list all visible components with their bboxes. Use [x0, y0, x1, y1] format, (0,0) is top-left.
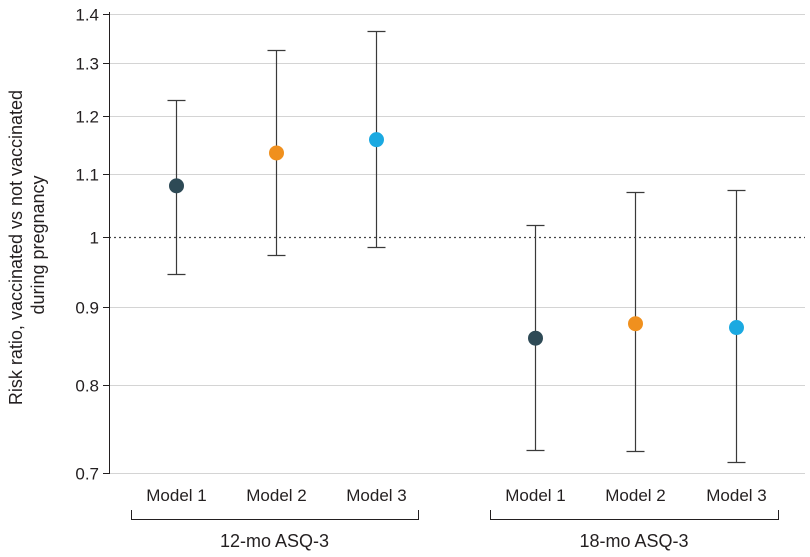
y-axis-title-line-2: during pregnancy: [28, 175, 48, 314]
y-axis-title-line-1: Risk ratio, vaccinated vs not vaccinated: [6, 90, 26, 405]
y-tick-label: 1: [90, 229, 99, 248]
group-brackets: 12-mo ASQ-3 18-mo ASQ-3: [131, 510, 779, 551]
group-label: 12-mo ASQ-3: [220, 531, 329, 551]
x-category-label: Model 2: [246, 486, 306, 505]
point-estimates: [169, 132, 744, 346]
point-estimate: [528, 330, 543, 346]
y-axis-title: Risk ratio, vaccinated vs not vaccinated…: [6, 85, 48, 405]
point-estimate: [628, 316, 643, 332]
x-category-label: Model 2: [605, 486, 665, 505]
confidence-intervals: [167, 30, 746, 464]
y-tick-label: 1.1: [75, 166, 99, 185]
x-category-label: Model 1: [146, 486, 206, 505]
y-tick-label: 1.2: [75, 108, 99, 127]
group-label: 18-mo ASQ-3: [579, 531, 688, 551]
y-tick-label: 1.3: [75, 55, 99, 74]
y-axis: [103, 12, 110, 474]
x-category-label: Model 3: [346, 486, 406, 505]
group-bracket: [490, 510, 779, 520]
point-estimate: [169, 178, 184, 194]
y-tick-label: 0.9: [75, 299, 99, 318]
y-tick-label: 0.7: [75, 465, 99, 484]
y-tick-label: 1.4: [75, 6, 99, 25]
point-estimate: [729, 320, 744, 336]
group-bracket: [131, 510, 419, 520]
y-tick-label: 0.8: [75, 377, 99, 396]
x-category-labels: Model 1 Model 2 Model 3 Model 1 Model 2 Model…: [146, 486, 766, 505]
grid-lines: [109, 14, 805, 474]
x-category-label: Model 1: [505, 486, 565, 505]
point-estimate: [269, 145, 284, 161]
x-category-label: Model 3: [706, 486, 766, 505]
point-estimate: [369, 132, 384, 148]
y-tick-labels: 0.7 0.8 0.9 1 1.1 1.2 1.3 1.4: [75, 6, 99, 484]
